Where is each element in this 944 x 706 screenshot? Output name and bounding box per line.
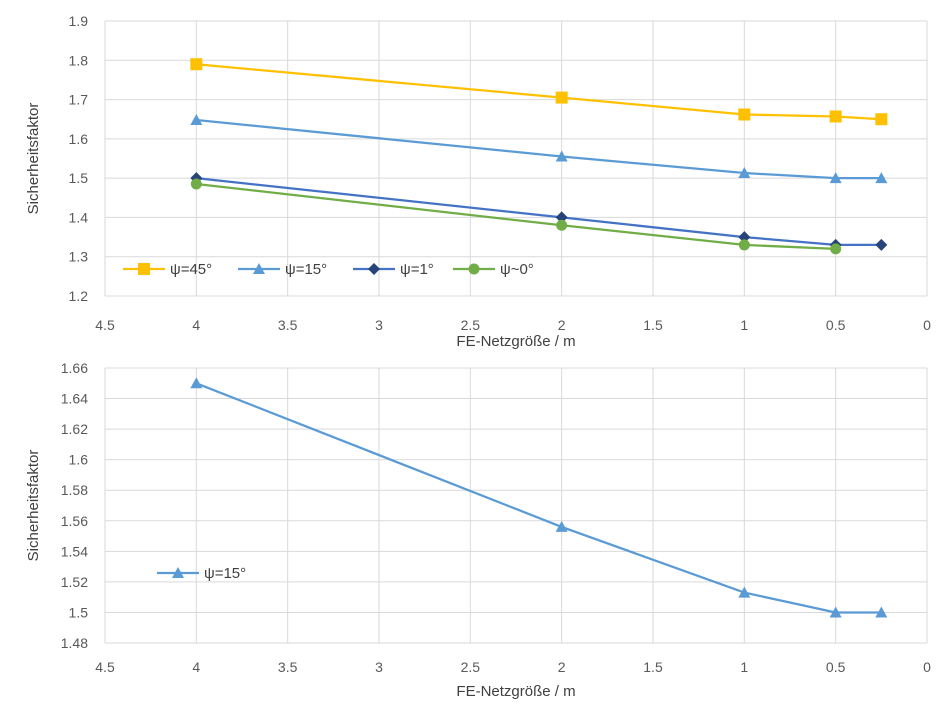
x-tick-label: 3 — [375, 659, 383, 675]
marker-diamond — [555, 211, 568, 224]
marker-square — [190, 58, 203, 71]
marker-triangle — [875, 172, 888, 184]
x-tick-label: 3 — [375, 317, 383, 333]
x-tick-label: 1 — [740, 317, 748, 333]
x-tick-label: 4 — [192, 659, 200, 675]
legend-item: ψ=45° — [123, 261, 212, 278]
x-tick-label: 1.5 — [643, 317, 663, 333]
series-line — [196, 182, 836, 250]
y-tick-label: 1.8 — [69, 52, 89, 68]
marker-triangle — [190, 114, 203, 125]
marker-diamond — [368, 263, 380, 275]
y-tick-label: 1.2 — [69, 288, 89, 304]
x-tick-label: 1.5 — [643, 659, 663, 675]
x-tick-label: 0.5 — [826, 317, 846, 333]
legend-label: ψ~0° — [500, 261, 534, 278]
series-3 — [190, 178, 842, 255]
x-tick-label: 0 — [923, 317, 931, 333]
marker-triangle — [253, 263, 265, 274]
x-tick-label: 3.5 — [278, 317, 298, 333]
marker-diamond — [738, 231, 751, 244]
x-axis-title: FE-Netzgröße / m — [456, 683, 575, 700]
marker-triangle — [829, 606, 842, 618]
marker-circle — [468, 263, 480, 275]
y-axis-title: Sicherheitsfaktor — [25, 103, 42, 215]
marker-square — [138, 263, 150, 275]
x-tick-label: 1 — [740, 659, 748, 675]
series-2 — [190, 172, 888, 251]
x-tick-label: 3.5 — [278, 659, 298, 675]
marker-circle — [190, 178, 202, 190]
y-axis-title: Sicherheitsfaktor — [25, 450, 42, 562]
y-tick-label: 1.54 — [61, 543, 88, 559]
legend-label: ψ=15° — [204, 565, 246, 582]
series-line — [196, 177, 882, 247]
marker-diamond — [875, 238, 888, 251]
y-tick-label: 1.48 — [61, 635, 88, 651]
x-tick-label: 2 — [558, 659, 566, 675]
y-tick-label: 1.3 — [69, 249, 89, 265]
marker-circle — [556, 219, 568, 231]
x-tick-label: 4.5 — [95, 659, 115, 675]
legend-label: ψ=15° — [285, 261, 327, 278]
series-line — [196, 63, 882, 121]
x-tick-label: 0 — [923, 659, 931, 675]
y-tick-label: 1.6 — [69, 131, 89, 147]
marker-triangle — [555, 150, 568, 162]
y-tick-label: 1.58 — [61, 482, 88, 498]
legend-label: ψ=1° — [400, 261, 434, 278]
x-tick-label: 2 — [558, 317, 566, 333]
marker-circle — [830, 243, 842, 255]
series-1 — [190, 114, 888, 184]
y-tick-label: 1.7 — [69, 92, 89, 108]
y-tick-label: 1.52 — [61, 574, 88, 590]
legend-label: ψ=45° — [170, 261, 212, 278]
chart-1: 4.5 4 3.5 3 2.5 2 1.5 1 0.5 0 1.2 1.3 1.4 1.5 1.6 1.7 1.… — [25, 13, 931, 350]
x-tick-label: 0.5 — [826, 659, 846, 675]
marker-triangle — [829, 172, 842, 184]
marker-triangle — [172, 567, 184, 578]
marker-circle — [738, 239, 750, 251]
y-tick-label: 1.5 — [69, 170, 89, 186]
x-axis-title: FE-Netzgröße / m — [456, 333, 575, 350]
marker-square — [875, 113, 888, 126]
marker-triangle — [738, 167, 751, 179]
marker-triangle — [738, 586, 751, 598]
x-tick-label: 4 — [192, 317, 200, 333]
y-tick-label: 1.66 — [61, 360, 88, 376]
series-line — [196, 118, 882, 180]
marker-square — [738, 108, 751, 121]
x-tick-label: 2.5 — [461, 659, 481, 675]
x-tick-label: 4.5 — [95, 317, 115, 333]
y-tick-label: 1.62 — [61, 421, 88, 437]
marker-square — [829, 110, 842, 123]
legend-item: ψ=15° — [238, 261, 327, 278]
series-line — [195, 382, 882, 614]
y-tick-label: 1.9 — [69, 13, 89, 29]
y-tick-label: 1.4 — [69, 209, 89, 225]
y-tick-label: 1.56 — [61, 513, 88, 529]
y-tick-label: 1.5 — [69, 604, 89, 620]
marker-square — [555, 91, 568, 104]
legend-item: ψ=1° — [353, 261, 434, 278]
series-0 — [190, 377, 888, 618]
y-tick-label: 1.64 — [61, 391, 88, 407]
series-0 — [190, 58, 888, 126]
marker-triangle — [875, 606, 888, 618]
x-tick-label: 2.5 — [461, 317, 481, 333]
marker-triangle — [190, 377, 203, 389]
y-tick-label: 1.6 — [69, 452, 89, 468]
chart-2: 4.5 4 3.5 3 2.5 2 1.5 1 0.5 0 1.48 1.5 1.52 1.54 1.56 1… — [25, 360, 931, 700]
legend-item: ψ~0° — [453, 261, 534, 278]
legend-item: ψ=15° — [157, 565, 246, 582]
marker-triangle — [555, 520, 568, 532]
